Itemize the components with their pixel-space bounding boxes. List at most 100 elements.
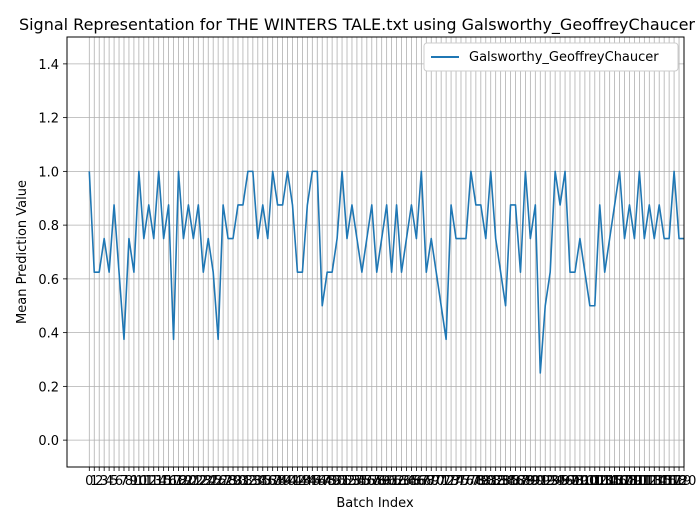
x-tick-label: 110 [622, 474, 647, 489]
x-tick-label: 12 [140, 474, 157, 489]
x-tick-label: 17 [165, 474, 182, 489]
x-tick-label: 90 [527, 474, 544, 489]
x-tick-label: 92 [537, 474, 554, 489]
x-tick-label: 86 [507, 474, 524, 489]
series-line [88, 170, 684, 374]
x-tick-label: 101 [577, 474, 602, 489]
x-tick-label: 73 [443, 474, 460, 489]
x-tick-label: 115 [647, 474, 672, 489]
x-tick-label: 30 [230, 474, 247, 489]
x-tick-label: 97 [562, 474, 579, 489]
x-tick-label: 53 [344, 474, 361, 489]
x-tick-label: 0 [85, 474, 93, 489]
x-tick-label: 33 [245, 474, 262, 489]
x-tick-label: 114 [642, 474, 667, 489]
x-tick-label: 82 [487, 474, 504, 489]
x-tick-label: 68 [418, 474, 435, 489]
x-tick-label: 29 [225, 474, 242, 489]
x-tick-label: 84 [497, 474, 514, 489]
legend-label: Galsworthy_GeoffreyChaucer [469, 50, 659, 65]
x-tick-label: 85 [502, 474, 519, 489]
y-tick-label: 0.4 [38, 327, 59, 342]
grid-layer [67, 37, 685, 467]
x-tick-label: 54 [349, 474, 366, 489]
x-tick-label: 75 [453, 474, 470, 489]
y-tick-label: 1.2 [38, 112, 59, 127]
x-tick-label: 24 [200, 474, 217, 489]
x-tick-label: 35 [254, 474, 271, 489]
y-tick-label: 0.6 [38, 273, 59, 288]
x-tick-label: 3 [100, 474, 108, 489]
x-tick-label: 103 [587, 474, 612, 489]
x-tick-label: 10 [131, 474, 148, 489]
x-tick-label: 9 [130, 474, 138, 489]
x-tick-label: 94 [547, 474, 564, 489]
x-tick-label: 55 [354, 474, 371, 489]
x-tick-label: 45 [304, 474, 321, 489]
x-tick-label: 46 [309, 474, 326, 489]
x-tick-label: 108 [612, 474, 637, 489]
x-tick-label: 51 [334, 474, 351, 489]
x-axis-label: Batch Index [336, 496, 414, 511]
x-tick-label: 39 [274, 474, 291, 489]
x-tick-label: 52 [339, 474, 356, 489]
x-tick-label: 59 [373, 474, 390, 489]
x-tick-label: 89 [522, 474, 539, 489]
x-tick-label: 21 [185, 474, 202, 489]
x-tick-label: 11 [136, 474, 153, 489]
x-tick-label: 104 [592, 474, 617, 489]
y-tick-label: 1.4 [38, 58, 59, 73]
x-tick-label: 40 [279, 474, 296, 489]
x-tick-label: 109 [617, 474, 642, 489]
x-tick-label: 112 [632, 474, 657, 489]
x-tick-label: 98 [567, 474, 584, 489]
x-tick-label: 87 [512, 474, 529, 489]
x-tick-label: 56 [359, 474, 376, 489]
x-tick-label: 31 [235, 474, 252, 489]
y-tick-label: 0.0 [38, 434, 59, 449]
x-tick-label: 91 [532, 474, 549, 489]
chart-title: Signal Representation for THE WINTERS TA… [19, 15, 695, 35]
x-tick-label: 60 [378, 474, 395, 489]
x-tick-label: 93 [542, 474, 559, 489]
y-axis-label: Mean Prediction Value [15, 180, 30, 324]
x-tick-label: 16 [160, 474, 177, 489]
x-tick-label: 65 [403, 474, 420, 489]
legend-box [423, 42, 679, 72]
x-tick-label: 19 [175, 474, 192, 489]
x-tick-label: 14 [150, 474, 167, 489]
x-tick-label: 95 [552, 474, 569, 489]
x-tick-label: 44 [299, 474, 316, 489]
x-tick-label: 15 [155, 474, 172, 489]
y-axis: 0.0 0.2 0.4 0.6 0.8 1.0 1.2 1.4 [38, 58, 67, 449]
x-tick-label: 113 [637, 474, 662, 489]
x-tick-label: 22 [190, 474, 207, 489]
x-tick-label: 25 [205, 474, 222, 489]
y-tick-label: 0.2 [38, 380, 59, 395]
x-tick-label: 49 [324, 474, 341, 489]
x-tick-label: 72 [438, 474, 455, 489]
x-tick-label: 71 [433, 474, 450, 489]
x-tick-label: 13 [145, 474, 162, 489]
x-tick-label: 50 [329, 474, 346, 489]
x-tick-label: 99 [572, 474, 589, 489]
x-tick-label: 80 [477, 474, 494, 489]
x-tick-label: 106 [602, 474, 627, 489]
series-layer [88, 170, 684, 374]
x-tick-label: 47 [314, 474, 331, 489]
x-tick-label: 81 [482, 474, 499, 489]
x-tick-label: 74 [448, 474, 465, 489]
x-tick-label: 48 [319, 474, 336, 489]
x-tick-label: 107 [607, 474, 632, 489]
x-tick-label: 28 [220, 474, 237, 489]
y-tick-label: 0.8 [38, 219, 59, 234]
x-tick-label: 20 [180, 474, 197, 489]
x-tick-label: 102 [582, 474, 607, 489]
x-tick-label: 64 [398, 474, 415, 489]
x-tick-label: 118 [662, 474, 687, 489]
x-axis: 0123456789101112131415161718192021222324… [85, 467, 696, 489]
x-tick-label: 32 [240, 474, 257, 489]
x-tick-label: 7 [120, 474, 128, 489]
x-tick-label: 120 [672, 474, 697, 489]
x-tick-label: 96 [557, 474, 574, 489]
